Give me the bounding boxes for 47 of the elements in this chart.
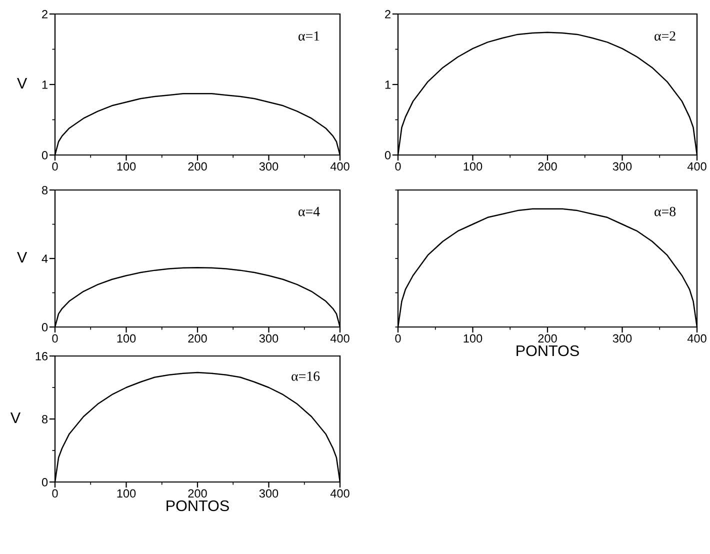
x-tick-label: 0 [52, 334, 58, 343]
x-tick-label: 400 [330, 162, 350, 171]
x-tick-label: 400 [330, 489, 350, 498]
y-tick-label: 2 [42, 10, 48, 18]
x-axis-title: PONTOS [166, 500, 229, 512]
y-tick-label: 16 [36, 352, 48, 360]
x-tick-label: 300 [259, 334, 278, 343]
x-tick-label: 200 [188, 162, 207, 171]
annotation: α=8 [654, 206, 676, 216]
x-tick-label: 300 [612, 162, 632, 171]
y-tick-label: 0 [42, 151, 48, 160]
x-tick-label: 300 [612, 334, 632, 343]
x-tick-label: 100 [117, 162, 136, 171]
x-tick-label: 100 [464, 162, 482, 171]
x-tick-label: 0 [52, 489, 58, 498]
y-tick-label: 8 [42, 186, 48, 194]
x-tick-label: 0 [395, 334, 401, 343]
y-tick-label: 1 [385, 80, 390, 89]
y-tick-label: 0 [384, 151, 391, 160]
y-axis-title: V [17, 78, 28, 88]
x-tick-label: 300 [259, 489, 278, 498]
x-tick-label: 100 [464, 334, 482, 343]
x-tick-label: 200 [188, 334, 207, 343]
x-tick-label: 400 [687, 162, 706, 171]
y-axis-title: V [17, 252, 28, 262]
y-tick-label: 0 [42, 323, 48, 332]
x-tick-label: 200 [538, 162, 557, 171]
x-tick-label: 400 [330, 334, 350, 343]
annotation: α=2 [654, 31, 676, 41]
x-axis-title: PONTOS [516, 345, 579, 356]
x-tick-label: 400 [687, 334, 706, 343]
x-tick-label: 0 [52, 162, 58, 171]
x-tick-label: 200 [538, 334, 557, 343]
x-tick-label: 100 [117, 334, 136, 343]
y-tick-label: 0 [42, 478, 48, 486]
x-tick-label: 0 [395, 162, 401, 171]
x-tick-label: 300 [259, 162, 278, 171]
x-tick-label: 100 [117, 489, 136, 498]
y-axis-title: V [10, 412, 21, 423]
annotation: α=1 [298, 31, 320, 41]
x-tick-label: 200 [188, 489, 207, 498]
y-tick-label: 1 [42, 80, 48, 89]
y-tick-label: 8 [42, 415, 48, 424]
annotation: α=4 [298, 206, 320, 216]
y-tick-label: 4 [42, 254, 48, 263]
annotation: α=16 [292, 372, 320, 381]
y-tick-label: 2 [385, 10, 390, 18]
